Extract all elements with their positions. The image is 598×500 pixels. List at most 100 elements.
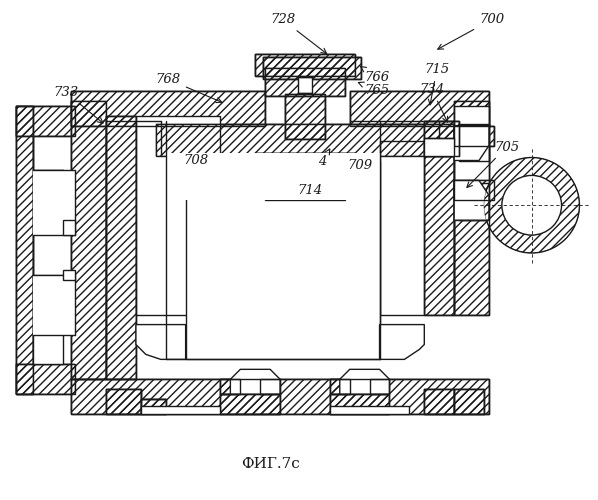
Bar <box>106 116 136 380</box>
Bar <box>459 184 489 220</box>
Bar <box>141 406 221 414</box>
Bar <box>454 180 494 201</box>
Bar <box>454 101 489 314</box>
Polygon shape <box>136 324 185 360</box>
Bar <box>454 389 484 414</box>
Bar <box>459 184 489 220</box>
Bar <box>255 54 355 76</box>
Bar <box>459 124 489 160</box>
Bar <box>330 394 389 414</box>
Bar <box>16 364 75 394</box>
Polygon shape <box>278 170 332 190</box>
Bar <box>350 91 489 126</box>
Bar <box>106 389 141 414</box>
Bar <box>141 399 166 414</box>
Bar <box>16 106 33 394</box>
Bar <box>71 380 489 414</box>
Bar <box>33 170 75 235</box>
Bar <box>263 57 361 79</box>
Bar <box>260 380 280 394</box>
Bar <box>106 389 141 414</box>
Bar <box>285 94 325 138</box>
Circle shape <box>502 176 562 235</box>
Bar <box>425 120 459 156</box>
Bar <box>16 364 75 394</box>
Bar <box>454 180 494 201</box>
Bar <box>71 101 106 379</box>
Bar <box>298 77 312 93</box>
Bar <box>454 389 484 414</box>
Bar <box>425 146 454 314</box>
Bar <box>221 380 240 394</box>
Bar <box>16 364 75 394</box>
Bar <box>156 124 454 156</box>
Text: 728: 728 <box>270 14 327 54</box>
Text: 700: 700 <box>438 14 504 49</box>
Text: 766: 766 <box>361 66 390 84</box>
Text: 705: 705 <box>467 140 519 188</box>
Bar <box>33 275 75 334</box>
Bar <box>425 389 454 414</box>
Bar <box>16 106 75 136</box>
Bar <box>141 399 166 414</box>
Bar <box>255 152 355 170</box>
Bar <box>454 101 489 314</box>
Bar <box>33 170 63 230</box>
Bar <box>330 406 410 414</box>
Bar <box>454 101 489 314</box>
Bar <box>330 394 389 414</box>
Bar <box>285 94 325 138</box>
Bar <box>106 389 141 414</box>
Polygon shape <box>230 370 280 394</box>
Bar <box>350 91 489 126</box>
Bar <box>185 160 380 360</box>
Bar <box>370 380 389 394</box>
Bar <box>265 68 344 96</box>
Bar <box>106 116 136 380</box>
Bar <box>63 270 75 280</box>
Bar <box>425 389 454 414</box>
Bar <box>265 68 344 96</box>
Bar <box>425 146 454 314</box>
Bar <box>454 106 489 220</box>
Bar <box>425 389 454 414</box>
Bar <box>260 380 280 394</box>
Text: 715: 715 <box>425 63 450 105</box>
Bar <box>459 124 489 160</box>
Polygon shape <box>454 126 489 160</box>
Polygon shape <box>340 370 389 394</box>
Bar <box>136 116 221 314</box>
Bar <box>71 380 489 414</box>
Bar <box>380 140 425 314</box>
Bar <box>265 188 344 200</box>
Text: 4: 4 <box>318 149 329 169</box>
Circle shape <box>484 158 579 253</box>
Bar <box>16 106 75 136</box>
Bar <box>425 138 454 156</box>
Bar <box>221 380 240 394</box>
Bar <box>459 184 489 220</box>
Bar <box>255 54 355 76</box>
Bar <box>16 106 33 394</box>
Bar <box>16 106 75 136</box>
Bar <box>221 394 280 414</box>
Bar <box>260 380 280 394</box>
Text: 709: 709 <box>347 159 372 172</box>
Text: ФИГ.7c: ФИГ.7c <box>241 457 300 471</box>
Bar <box>33 275 63 364</box>
Bar <box>71 91 265 126</box>
Text: 734: 734 <box>419 83 447 122</box>
Bar <box>71 101 106 379</box>
Bar <box>285 94 325 138</box>
Bar <box>166 152 380 200</box>
Bar <box>330 380 350 394</box>
Bar <box>106 116 136 380</box>
Polygon shape <box>454 180 489 220</box>
Bar <box>263 57 361 79</box>
Bar <box>454 126 494 146</box>
Bar <box>71 380 489 414</box>
Bar <box>141 399 166 414</box>
Bar <box>156 124 454 156</box>
Bar <box>16 106 33 394</box>
Bar <box>425 120 459 156</box>
